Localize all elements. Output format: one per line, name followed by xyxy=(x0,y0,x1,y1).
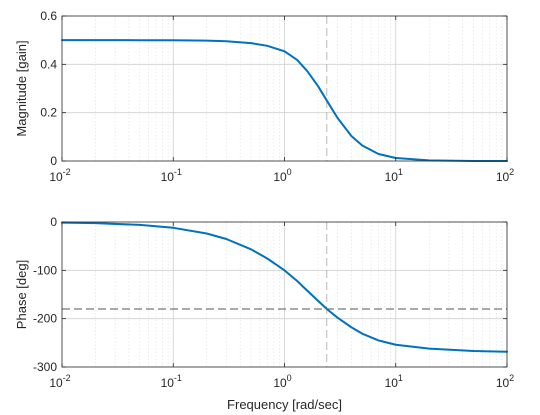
phase-y-tick-label: 0 xyxy=(50,215,57,229)
magnitude-x-tick-labels: 10-2 10-1 100 101 102 xyxy=(49,16,514,184)
magnitude-x-tick-label: 10-2 xyxy=(49,167,70,184)
phase-x-tick-label: 10-1 xyxy=(161,373,182,390)
magnitude-x-tick-label: 102 xyxy=(496,167,514,184)
phase-x-tick-label: 102 xyxy=(496,373,514,390)
phase-x-tick-label: 100 xyxy=(273,373,291,390)
magnitude-x-tick-label: 100 xyxy=(273,167,291,184)
phase-x-axis-label: Frequency [rad/sec] xyxy=(227,397,342,412)
magnitude-x-tick-label: 101 xyxy=(385,167,403,184)
phase-y-tick-label: -100 xyxy=(33,263,57,277)
phase-x-tick-label: 10-2 xyxy=(49,373,70,390)
phase-y-axis-label: Phase [deg] xyxy=(14,260,29,329)
phase-series-line xyxy=(61,221,508,353)
magnitude-y-axis-label: Magnitude [gain] xyxy=(14,40,29,136)
magnitude-panel: 10-2 10-1 100 101 102 0 0.2 0.4 0.6 Magnitude [… xyxy=(14,9,514,184)
phase-reference-lines xyxy=(62,222,507,367)
phase-x-tick-label: 101 xyxy=(385,373,403,390)
magnitude-y-tick-label: 0.4 xyxy=(40,57,57,71)
magnitude-y-tick-label: 0.2 xyxy=(40,106,57,120)
phase-y-tick-label: -300 xyxy=(33,360,57,374)
magnitude-series-line xyxy=(61,39,508,162)
phase-panel: 10-2 10-1 100 101 102 0 -100 -200 -300 Phase [d… xyxy=(14,215,514,412)
magnitude-x-tick-label: 10-1 xyxy=(161,167,182,184)
magnitude-series xyxy=(61,39,508,162)
phase-series xyxy=(61,221,508,353)
phase-y-tick-labels: 0 -100 -200 -300 xyxy=(33,215,507,374)
magnitude-y-tick-label: 0.6 xyxy=(40,9,57,23)
magnitude-y-tick-labels: 0 0.2 0.4 0.6 xyxy=(40,9,507,168)
phase-x-tick-labels: 10-2 10-1 100 101 102 xyxy=(49,222,514,390)
phase-y-tick-label: -200 xyxy=(33,312,57,326)
magnitude-y-tick-label: 0 xyxy=(50,154,57,168)
